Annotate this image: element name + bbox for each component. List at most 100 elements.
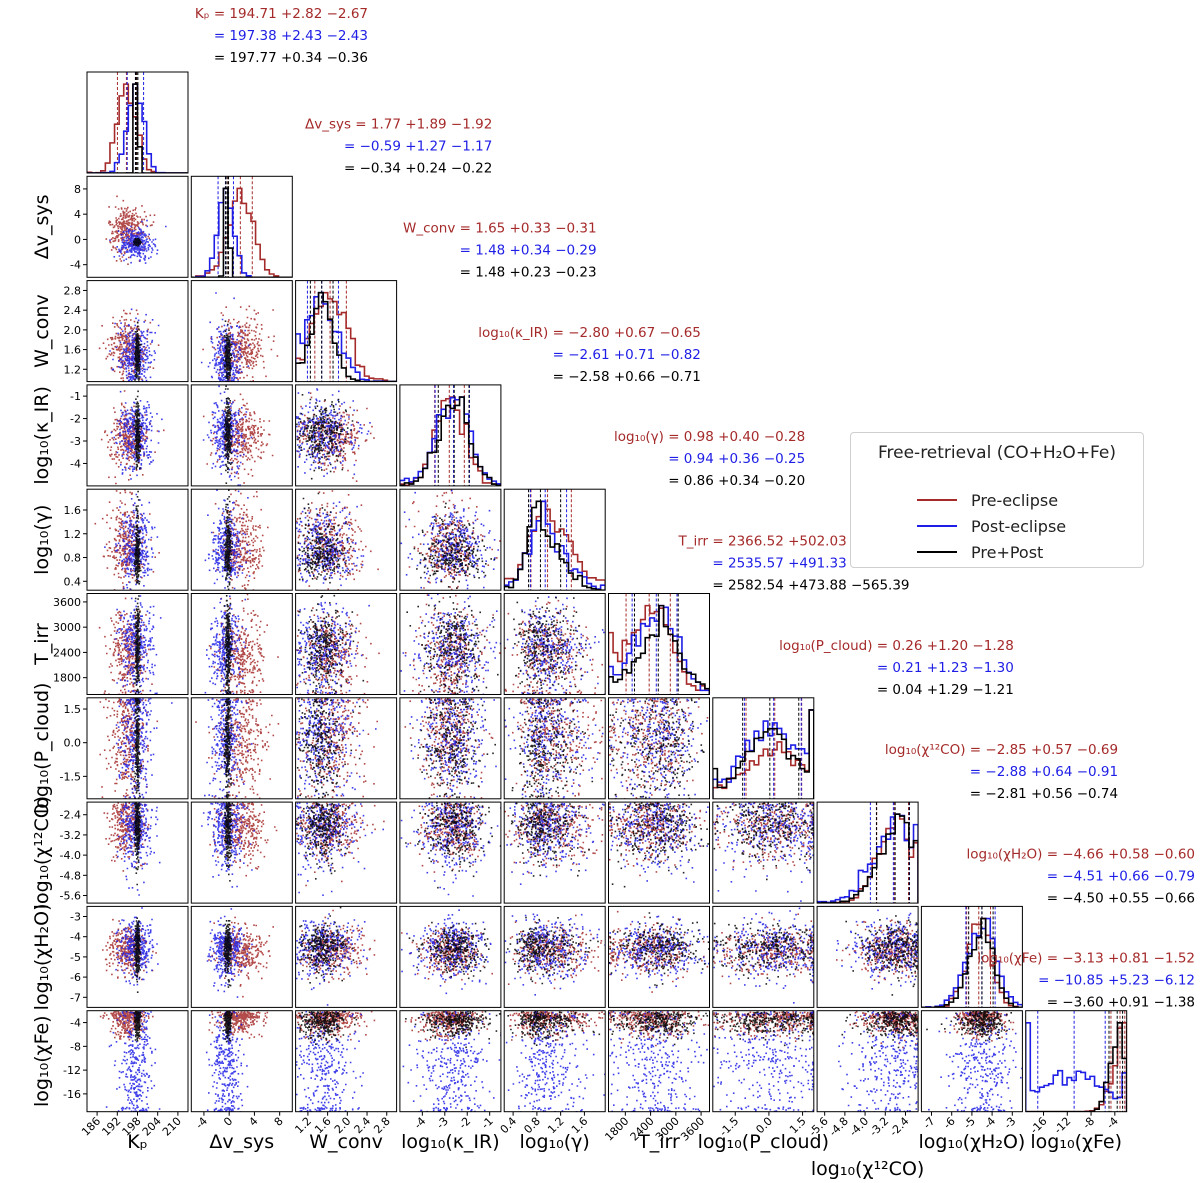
ytick-label-9-1: -12 <box>63 1064 81 1077</box>
panel-frame-3-0 <box>86 384 189 487</box>
panel-frame-2-0 <box>86 280 189 383</box>
scatter-9-3-series-1 <box>402 1010 501 1112</box>
scatter-9-1-series-0 <box>208 1010 269 1043</box>
scatter-8-4-series-2 <box>507 916 599 985</box>
summary-7-series-2: = −2.81 +0.56 −0.74 <box>970 786 1118 802</box>
scatter-1-0-series-2 <box>133 237 142 247</box>
scatter-8-1-series-2 <box>223 920 232 988</box>
panel-6-6 <box>712 697 815 800</box>
y-axis-label-9: log₁₀(χFe) <box>31 1015 53 1107</box>
legend-label-post-eclipse: Post-eclipse <box>971 516 1067 536</box>
panel-6-3 <box>399 697 502 800</box>
ytick-label-5-3: 3600 <box>53 596 81 609</box>
scatter-4-2-series-1 <box>296 501 365 587</box>
xtick-label-9-2: -8 <box>1080 1115 1097 1132</box>
x-axis-label-1: Δv_sys <box>209 1131 274 1153</box>
x-axis-label-9: log₁₀(χFe) <box>1030 1131 1122 1153</box>
xtick-label-1-2: 4 <box>246 1115 260 1129</box>
scatter-8-1-series-1 <box>206 908 253 998</box>
panel-7-5 <box>608 801 710 904</box>
legend-swatch-pre-eclipse <box>917 499 957 501</box>
hist-4-series-2 <box>504 500 606 591</box>
hist-9-series-1 <box>1025 1022 1127 1112</box>
scatter-3-0-series-2 <box>133 390 143 470</box>
panel-frame-9-1 <box>190 1010 293 1113</box>
panel-5-0: 1800 2400 3000 3600 <box>53 593 189 695</box>
panel-frame-4-2 <box>295 488 398 591</box>
scatter-7-4-series-0 <box>504 802 606 874</box>
panels: -40481.21.62.02.42.8-4-3-2-10.40.81.21.6… <box>53 71 1128 1144</box>
panel-frame-6-5 <box>608 697 710 800</box>
panel-frame-9-8 <box>920 1010 1023 1113</box>
panel-8-6 <box>712 905 815 1008</box>
panel-8-0: -7 -6 -5 -4 -3 <box>70 905 189 1008</box>
xtick-label-7-2: -4.0 <box>847 1115 871 1139</box>
ytick-label-4-0: 0.4 <box>64 575 82 588</box>
panel-frame-5-1 <box>190 593 293 695</box>
y-axis-label-4: log₁₀(γ) <box>31 505 53 575</box>
scatter-9-4-series-1 <box>505 1011 606 1112</box>
scatter-9-4-series-2 <box>507 1010 601 1047</box>
scatter-6-3-series-2 <box>410 697 496 799</box>
scatter-7-0-series-2 <box>132 802 142 886</box>
panel-frame-8-3 <box>399 905 502 1008</box>
y-axis-label-7: log₁₀(χ¹²CO) <box>31 796 53 909</box>
summary-8-series-1: = −4.51 +0.66 −0.79 <box>1047 868 1195 884</box>
xtick-label-1-1: 0 <box>221 1115 235 1129</box>
summary-2-series-1: = 1.48 +0.34 −0.29 <box>460 243 597 259</box>
xtick-label-7-1: -4.8 <box>827 1115 851 1139</box>
scatter-6-1-series-2 <box>223 698 234 799</box>
y-axis-label-8: log₁₀(χH₂O) <box>31 903 53 1010</box>
scatter-8-2-series-0 <box>297 909 376 983</box>
xtick-label-1-3: 8 <box>272 1115 286 1129</box>
ytick-label-2-3: 2.4 <box>64 304 82 317</box>
scatter-6-5-series-2 <box>608 698 710 799</box>
scatter-5-0-series-0 <box>98 597 153 695</box>
ytick-label-5-0: 1800 <box>53 672 81 685</box>
panel-7-0: -5.6 -4.8 -4.0 -3.2 -2.4 <box>60 801 189 904</box>
panel-frame-7-0 <box>86 801 189 904</box>
panel-frame-9-3 <box>399 1010 502 1113</box>
scatter-4-3-series-2 <box>413 502 496 589</box>
panel-4-2 <box>295 488 398 591</box>
ytick-label-4-2: 1.2 <box>64 528 82 541</box>
panel-frame-9-5 <box>608 1010 710 1113</box>
ytick-label-7-3: -3.2 <box>60 829 81 842</box>
ytick-label-2-0: 1.2 <box>64 363 82 376</box>
panel-frame-5-0 <box>86 593 189 695</box>
x-axis-label-7: log₁₀(χ¹²CO) <box>811 1158 924 1180</box>
panel-8-8 <box>920 905 1023 1008</box>
summary-8-series-2: = −4.50 +0.55 −0.66 <box>1047 890 1195 906</box>
scatter-9-3-series-2 <box>405 1010 501 1049</box>
panel-7-2 <box>295 801 398 904</box>
panel-6-0: -1.5 0.0 1.5 <box>60 697 189 800</box>
xtick-label-3-0: -4 <box>412 1115 429 1132</box>
ytick-label-6-1: 0.0 <box>64 737 82 750</box>
panel-frame-4-1 <box>190 488 293 591</box>
panel-frame-7-3 <box>399 801 502 904</box>
summary-5-series-2: = 2582.54 +473.88 −565.39 <box>712 578 909 594</box>
xtick-label-8-2: -5 <box>961 1115 978 1132</box>
scatter-6-1-series-0 <box>195 697 280 799</box>
scatter-8-3-series-1 <box>401 909 492 995</box>
panel-2-1 <box>190 280 293 383</box>
scatter-5-4-series-2 <box>513 596 587 695</box>
ytick-label-3-1: -3 <box>70 435 81 448</box>
scatter-9-2-series-0 <box>295 1010 376 1043</box>
scatter-8-2-series-2 <box>298 906 355 984</box>
scatter-9-3-series-0 <box>404 1010 489 1044</box>
y-axis-label-2: W_conv <box>31 294 53 368</box>
scatter-9-1-series-2 <box>222 1010 233 1043</box>
hist-7-series-1 <box>817 813 919 904</box>
scatter-5-1-series-2 <box>223 595 234 695</box>
panel-frame-9-2 <box>295 1010 398 1113</box>
scatter-8-5-series-0 <box>608 910 709 993</box>
scatter-6-3-series-1 <box>409 698 497 799</box>
scatter-4-2-series-2 <box>296 492 352 584</box>
scatter-8-4-series-0 <box>507 914 606 990</box>
legend-item-pre-eclipse: Pre-eclipse <box>917 489 1058 511</box>
panel-7-6 <box>712 801 815 904</box>
x-axis-label-0: Kₚ <box>127 1131 148 1153</box>
